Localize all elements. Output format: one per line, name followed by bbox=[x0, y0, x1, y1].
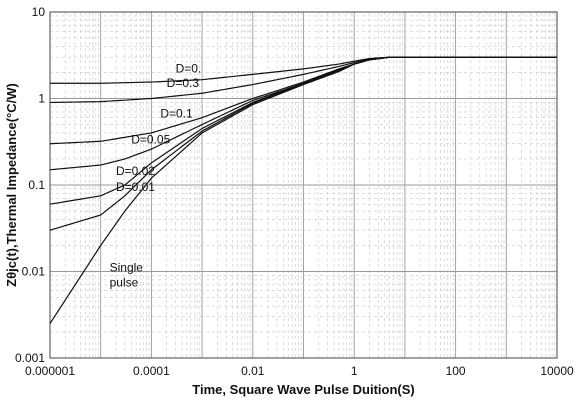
series-label: D=0.05 bbox=[131, 133, 170, 147]
y-tick-label: 10 bbox=[32, 5, 46, 19]
x-axis-ticks: 0.000001 0.0001 0.01 1 100 10000 bbox=[25, 364, 574, 378]
x-tick-label: 10000 bbox=[540, 364, 574, 378]
series-label: D=0. bbox=[176, 61, 202, 75]
series-label: D=0.3 bbox=[167, 76, 200, 90]
x-tick-label: 0.000001 bbox=[25, 364, 75, 378]
y-tick-label: 0.01 bbox=[22, 265, 46, 279]
x-tick-label: 0.0001 bbox=[133, 364, 170, 378]
series-label: D=0.01 bbox=[116, 180, 155, 194]
y-axis-label: Zθjc(t),Thermal Impedance(°C/W) bbox=[4, 83, 19, 287]
x-axis-label: Time, Square Wave Pulse Duition(S) bbox=[192, 382, 415, 397]
series-label: D=0.02 bbox=[116, 164, 155, 178]
curve-labels: D=0.D=0.3 D=0.1 D=0.05 D=0.02 D=0.01 Single pu… bbox=[110, 61, 202, 289]
series-label: D=0.1 bbox=[160, 107, 193, 121]
y-tick-label: 0.1 bbox=[28, 178, 45, 192]
x-tick-label: 1 bbox=[351, 364, 358, 378]
series-layer bbox=[49, 56, 557, 324]
series-label: Single pulse bbox=[110, 261, 144, 290]
y-tick-label: 1 bbox=[38, 92, 45, 106]
series-line bbox=[49, 56, 557, 324]
x-tick-label: 100 bbox=[446, 364, 466, 378]
grid bbox=[50, 12, 557, 358]
y-tick-label: 0.001 bbox=[15, 351, 45, 365]
plot-frame bbox=[49, 11, 558, 359]
y-axis-ticks: 0.001 0.01 0.1 1 10 bbox=[15, 5, 45, 365]
x-tick-label: 0.01 bbox=[241, 364, 265, 378]
